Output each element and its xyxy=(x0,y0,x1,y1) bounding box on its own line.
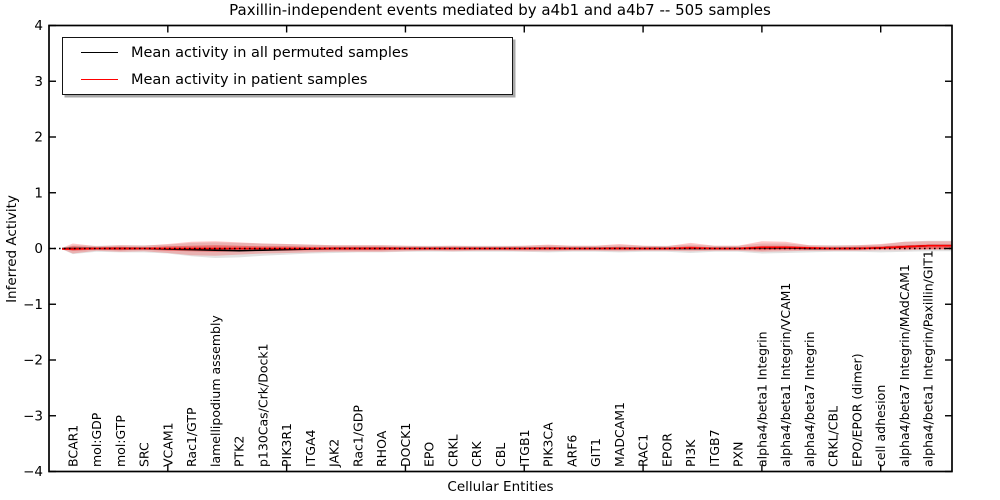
x-category-label: mol:GTP xyxy=(113,415,128,467)
x-category-label: CRK xyxy=(469,441,484,467)
legend-line-permuted-icon xyxy=(81,52,118,53)
x-category-label: lamellipodium assembly xyxy=(208,315,223,467)
x-category-label: cell adhesion xyxy=(873,385,888,467)
x-category-label: MADCAM1 xyxy=(612,402,627,467)
x-category-label: PXN xyxy=(731,442,746,467)
x-category-label: alpha4/beta1 Integrin/VCAM1 xyxy=(778,283,793,467)
x-category-label: alpha4/beta7 Integrin/MAdCAM1 xyxy=(897,264,912,467)
y-tick-label: 1 xyxy=(34,185,43,201)
y-tick-label: 3 xyxy=(34,74,43,90)
y-tick-label: 0 xyxy=(34,241,43,257)
y-tick-label: −1 xyxy=(23,297,43,313)
x-category-label: CRKL/CBL xyxy=(826,406,841,467)
legend-box: Mean activity in all permuted samples Me… xyxy=(62,37,513,95)
chart-title: Paxillin-independent events mediated by … xyxy=(229,1,771,19)
x-category-label: PI3K xyxy=(683,439,698,467)
y-tick-label: 2 xyxy=(34,130,43,146)
x-category-label: Rac1/GDP xyxy=(350,405,365,467)
x-category-label: CBL xyxy=(493,443,508,467)
x-category-label: RHOA xyxy=(374,430,389,467)
x-category-label: ITGB7 xyxy=(707,429,722,467)
legend-label-permuted: Mean activity in all permuted samples xyxy=(131,44,409,61)
x-category-label: VCAM1 xyxy=(160,422,175,467)
x-category-label: CRKL xyxy=(445,434,460,467)
x-category-label: EPO/EPOR (dimer) xyxy=(849,353,864,467)
x-category-label: EPO xyxy=(422,442,437,467)
x-category-label: SRC xyxy=(137,442,152,467)
band-permuted_range xyxy=(62,240,953,258)
x-category-label: BCAR1 xyxy=(65,425,80,467)
x-category-label: PIK3R1 xyxy=(279,423,294,467)
legend-entry-permuted: Mean activity in all permuted samples xyxy=(81,40,512,65)
x-category-label: GIT1 xyxy=(588,438,603,467)
x-category-label: alpha4/beta7 Integrin xyxy=(802,331,817,467)
x-category-label: PIK3CA xyxy=(541,422,556,467)
x-category-label: EPOR xyxy=(659,433,674,467)
legend-entry-patient: Mean activity in patient samples xyxy=(81,67,512,92)
x-category-label: alpha4/beta1 Integrin/Paxillin/GIT1 xyxy=(921,250,936,467)
legend-label-patient: Mean activity in patient samples xyxy=(131,71,368,88)
x-category-label: ITGA4 xyxy=(303,429,318,467)
x-category-label: mol:GDP xyxy=(89,412,104,467)
x-category-label: DOCK1 xyxy=(398,423,413,467)
legend-line-patient-icon xyxy=(81,79,118,80)
x-category-label: alpha4/beta1 Integrin xyxy=(754,331,769,467)
x-category-label: ARF6 xyxy=(564,435,579,467)
y-tick-label: −3 xyxy=(23,408,43,424)
y-axis-label: Inferred Activity xyxy=(4,195,20,303)
x-category-label: Rac1/GTP xyxy=(184,407,199,467)
y-tick-label: 4 xyxy=(34,18,43,34)
y-tick-label: −2 xyxy=(23,353,43,369)
x-axis-label: Cellular Entities xyxy=(447,479,554,495)
x-category-label: RAC1 xyxy=(636,434,651,467)
x-category-label: JAK2 xyxy=(327,439,342,468)
x-category-label: PTK2 xyxy=(232,436,247,467)
x-category-label: ITGB1 xyxy=(517,429,532,467)
x-category-label: p130Cas/Crk/Dock1 xyxy=(255,343,270,467)
y-tick-label: −4 xyxy=(23,464,43,480)
